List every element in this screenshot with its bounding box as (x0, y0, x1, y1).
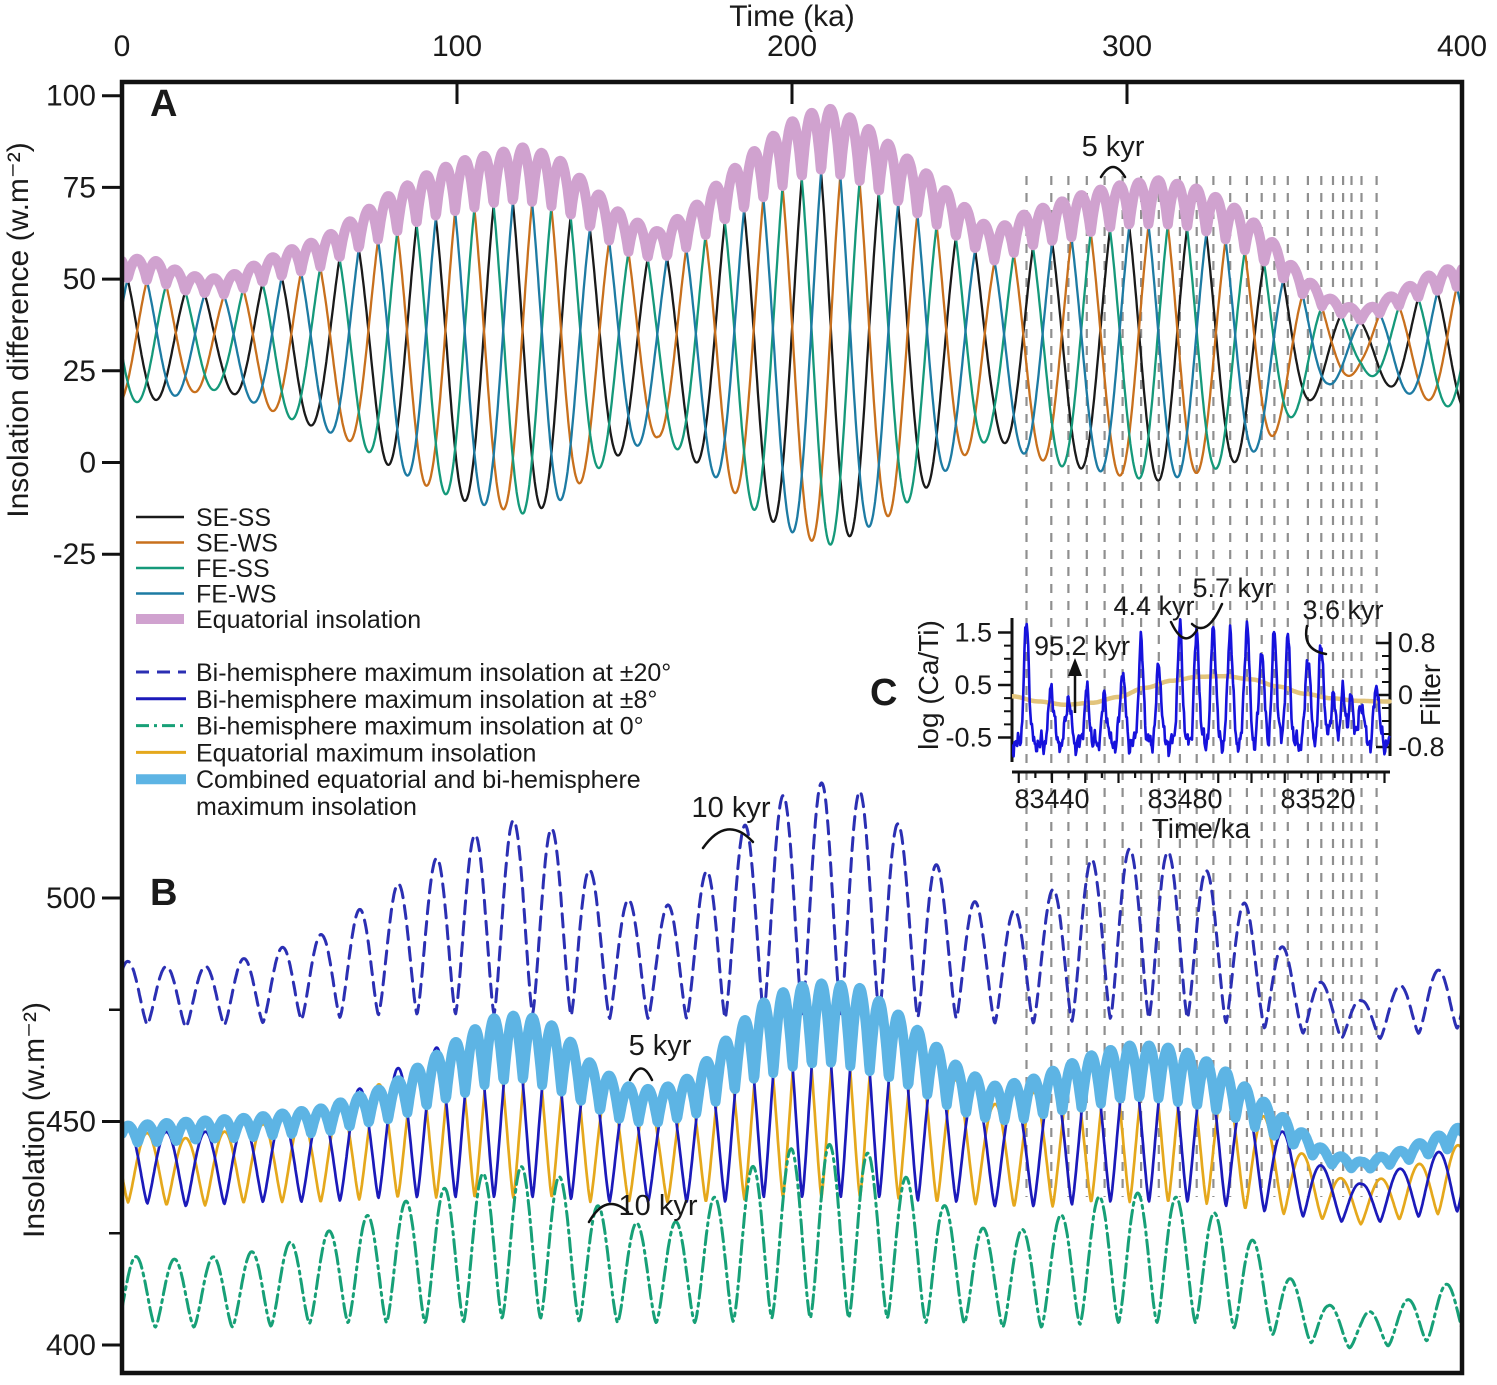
x-tick-label: 100 (432, 30, 482, 63)
panel-a-label: A (150, 83, 177, 125)
inset-left-y-axis-title: log (Ca/Ti) (913, 620, 944, 750)
x-tick-label: 200 (767, 30, 817, 63)
annotation-pointer-c-57kyr (1190, 602, 1224, 630)
inset-right-y-axis-title: Filter (1415, 664, 1446, 726)
x-tick-label: 400 (1437, 30, 1487, 63)
panel-a-y-tick-label: 75 (63, 171, 96, 204)
annotation-arrowhead-c-95kyr (1068, 658, 1082, 676)
panel-a-y-tick-label: 0 (79, 447, 96, 480)
curve-a-4-equatorial-insolation (122, 103, 1462, 325)
legend-b-label-4: Combined equatorial and bi-hemisphere (196, 766, 641, 794)
panel-b-y-tick-label: 400 (46, 1329, 96, 1362)
curve-c-log-ca-ti (1012, 618, 1391, 758)
panel-b-label: B (150, 872, 177, 914)
inset-right-tick-label: 0.8 (1398, 628, 1436, 658)
curve-b-4-bi-hemisphere-maximum-insolation-at-0 (122, 1142, 1462, 1350)
plot-frame (119, 79, 1465, 1376)
legend-a-label-2: FE-SS (196, 555, 270, 583)
panel-c-label: C (870, 672, 897, 714)
panel-a-y-axis-title: Insolation difference (w.m⁻²) (2, 142, 35, 517)
annotation-c-36kyr: 3.6 kyr (1302, 595, 1383, 625)
inset-x-axis-title: Time/ka (1152, 813, 1251, 844)
legend-a-label-3: FE-WS (196, 581, 277, 609)
legend-a-label-0: SE-SS (196, 504, 271, 532)
legend-a-label-4: Equatorial insolation (196, 606, 421, 634)
annotation-a-5kyr: 5 kyr (1082, 131, 1145, 163)
inset-x-tick-label: 83480 (1147, 784, 1222, 814)
legend-b-label-2: Bi-hemisphere maximum insolation at 0° (196, 713, 644, 741)
x-tick-label: 0 (114, 30, 131, 63)
curve-b-3-combined-equatorial-and-bi-hemisphere-maximum-insolation (122, 978, 1462, 1174)
x-tick-label: 300 (1102, 30, 1152, 63)
annotation-c-44kyr: 4.4 kyr (1113, 591, 1194, 621)
legend-b-label-1: Bi-hemisphere maximum insolation at ±8° (196, 686, 657, 714)
annotation-pointer-c-44kyr (1169, 620, 1199, 640)
legend-b-label-4-line2: maximum insolation (196, 793, 417, 821)
inset-right-tick-label: -0.8 (1398, 732, 1445, 762)
annotation-b-10kyr2: 10 kyr (619, 1190, 698, 1222)
annotation-pointer-b-10kyr2 (587, 1202, 630, 1224)
x-axis-title: Time (ka) (729, 0, 855, 33)
annotation-pointer-b-5kyr (628, 1067, 654, 1082)
annotation-c-95kyr: 95.2 kyr (1034, 631, 1130, 661)
inset-left-tick-label: 1.5 (954, 618, 992, 648)
panel-b-y-axis-title: Insolation (w.m⁻²) (18, 1002, 51, 1238)
precession-guide-lines (1025, 176, 1378, 1197)
inset-right-tick-label: 0 (1398, 680, 1413, 710)
panel-a-y-tick-label: 25 (63, 355, 96, 388)
panel-b-y-tick-label: 450 (46, 1106, 96, 1139)
panel-b-y-tick-label: 500 (46, 882, 96, 915)
annotation-pointer-c-36kyr (1304, 624, 1328, 656)
panel-b-curves (122, 781, 1462, 1350)
inset-x-tick-label: 83440 (1014, 784, 1089, 814)
annotations: 5 kyr 10 kyr 5 kyr 10 kyr 95.2 kyr 4.4 kyr5.7… (587, 131, 1384, 1224)
panel-a-y-tick-label: -25 (53, 538, 96, 571)
inset-left-tick-label: 0.5 (954, 670, 992, 700)
annotation-pointer-a-5kyr (1099, 165, 1127, 179)
panel-a-curves (122, 103, 1462, 546)
legend-b-label-0: Bi-hemisphere maximum insolation at ±20° (196, 659, 671, 687)
legend-b-label-3: Equatorial maximum insolation (196, 739, 536, 767)
inset-axes: 1.5 0.5 -0.5 0.8 0 -0.8 83440 83480 83520 (945, 618, 1444, 815)
inset-x-tick-label: 83520 (1280, 784, 1355, 814)
annotation-b-10kyr: 10 kyr (692, 792, 771, 824)
axes-ticks: 0 100 200 300 400 100 75 50 25 0 -25 500 450 400 (46, 30, 1487, 1362)
inset-left-tick-label: -0.5 (945, 723, 992, 753)
panel-a-y-tick-label: 100 (46, 80, 96, 113)
panel-a-y-tick-label: 50 (63, 263, 96, 296)
curve-b-0-bi-hemisphere-maximum-insolation-at-20 (122, 781, 1462, 1040)
annotation-c-57kyr: 5.7 kyr (1192, 573, 1273, 603)
annotation-pointer-b-10kyr (701, 828, 755, 850)
legend-a-label-1: SE-WS (196, 530, 278, 558)
curve-a-3-fe-ws (122, 107, 1462, 534)
annotation-b-5kyr: 5 kyr (629, 1030, 692, 1062)
